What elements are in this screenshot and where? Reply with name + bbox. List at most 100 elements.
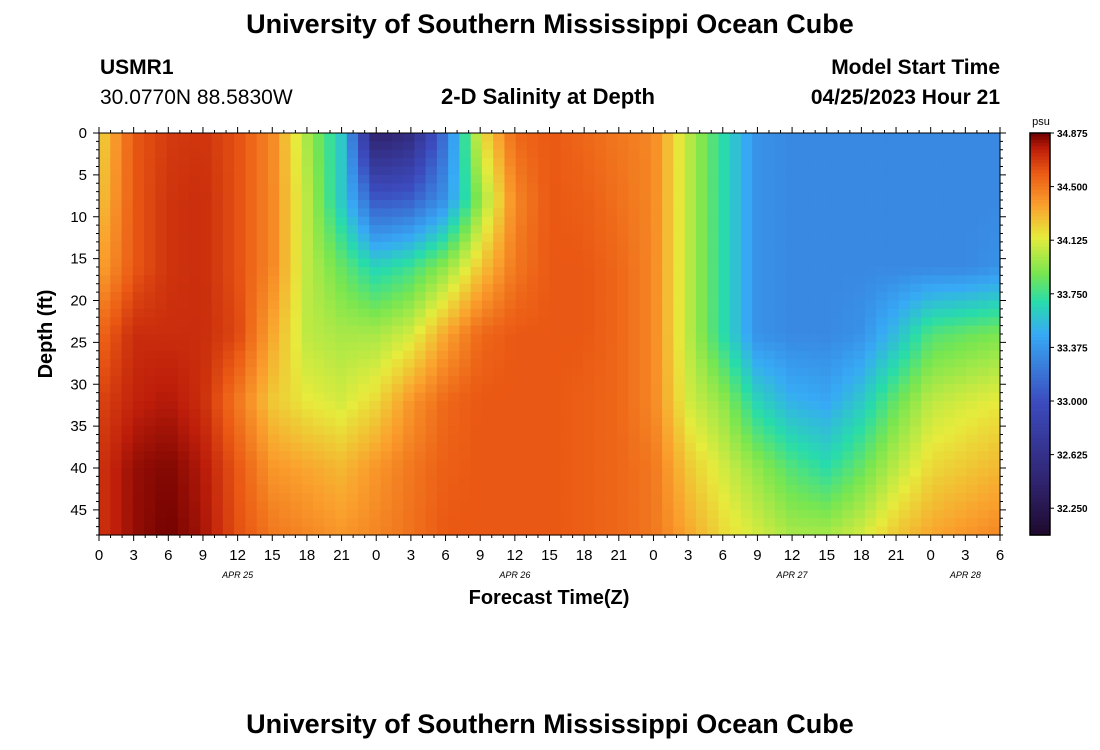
heatmap-cell [977, 476, 990, 486]
heatmap-cell [369, 283, 382, 293]
heatmap-cell [391, 158, 404, 168]
heatmap-cell [921, 375, 934, 385]
heatmap-cell [605, 191, 618, 201]
heatmap-cell [707, 325, 720, 335]
colorbar-segment [1030, 287, 1050, 292]
heatmap-cell [650, 501, 663, 511]
heatmap-cell [99, 417, 111, 427]
heatmap-cell [673, 183, 686, 193]
heatmap-cell [707, 392, 720, 402]
heatmap-cell [898, 526, 911, 536]
heatmap-cell [898, 158, 911, 168]
heatmap-cell [504, 158, 517, 168]
heatmap-cell [538, 526, 551, 536]
heatmap-cell [110, 350, 123, 360]
heatmap-cell [808, 409, 821, 419]
heatmap-cell [470, 334, 483, 343]
heatmap-cell [695, 258, 708, 268]
heatmap-cell [346, 384, 359, 394]
heatmap-cell [324, 275, 337, 285]
heatmap-cell [909, 334, 922, 343]
heatmap-cell [245, 191, 258, 201]
heatmap-cell [481, 459, 494, 469]
heatmap-cell [966, 342, 979, 352]
heatmap-cell [549, 317, 562, 327]
heatmap-cell [842, 359, 855, 369]
heatmap-cell [954, 325, 967, 335]
heatmap-cell [977, 267, 990, 276]
heatmap-cell [909, 468, 922, 477]
heatmap-cell [504, 149, 517, 159]
heatmap-cell [797, 200, 810, 209]
heatmap-cell [583, 442, 596, 452]
heatmap-cell [797, 451, 810, 461]
heatmap-cell [99, 258, 111, 268]
heatmap-cell [752, 250, 765, 260]
heatmap-cell [977, 350, 990, 360]
heatmap-cell [662, 166, 674, 176]
heatmap-cell [436, 526, 449, 536]
heatmap-cell [515, 484, 528, 494]
x-tick-label: 0 [649, 547, 657, 564]
heatmap-cell [166, 375, 179, 385]
heatmap-cell [279, 350, 292, 360]
heatmap-cell [222, 350, 235, 360]
heatmap-cell [279, 267, 292, 276]
heatmap-cell [594, 417, 607, 427]
heatmap-cell [245, 384, 258, 394]
heatmap-cell [774, 308, 787, 318]
heatmap-cell [583, 426, 596, 436]
heatmap-cell [267, 149, 280, 159]
heatmap-cell [481, 183, 494, 193]
heatmap-cell [819, 258, 832, 268]
heatmap-cell [538, 484, 551, 494]
heatmap-cell [155, 183, 168, 193]
heatmap-cell [335, 158, 348, 168]
heatmap-cell [155, 267, 168, 276]
heatmap-cell [290, 493, 303, 503]
heatmap-cell [898, 493, 911, 503]
heatmap-cell [898, 133, 911, 142]
heatmap-cell [898, 191, 911, 201]
heatmap-cell [684, 275, 697, 285]
heatmap-cell [414, 191, 427, 201]
heatmap-cell [189, 250, 201, 260]
colorbar-segment [1030, 183, 1050, 188]
heatmap-cell [358, 325, 370, 335]
heatmap-cell [245, 342, 258, 352]
heatmap-cell [560, 174, 573, 184]
heatmap-cell [403, 200, 415, 209]
heatmap-cell [887, 292, 900, 302]
heatmap-cell [639, 258, 652, 268]
colorbar-segment [1030, 531, 1050, 536]
heatmap-cell [369, 426, 382, 436]
heatmap-cell [842, 476, 855, 486]
heatmap-cell [988, 166, 1001, 176]
heatmap-cell [155, 484, 168, 494]
heatmap-cell [909, 392, 922, 402]
heatmap-cell [211, 325, 224, 335]
heatmap-cell [234, 334, 247, 343]
heatmap-cell [560, 241, 573, 251]
heatmap-cell [155, 367, 168, 377]
heatmap-cell [121, 283, 134, 293]
heatmap-cell [876, 325, 888, 335]
heatmap-cell [763, 392, 776, 402]
heatmap-cell [403, 392, 415, 402]
heatmap-cell [222, 300, 235, 310]
heatmap-cell [448, 200, 460, 209]
heatmap-cell [921, 501, 934, 511]
heatmap-cell [662, 241, 674, 251]
heatmap-cell [718, 300, 731, 310]
heatmap-cell [425, 451, 438, 461]
heatmap-cell [650, 208, 663, 218]
heatmap-cell [177, 141, 190, 151]
heatmap-cell [459, 208, 472, 218]
heatmap-cell [864, 426, 877, 436]
heatmap-cell [921, 384, 934, 394]
heatmap-cell [977, 493, 990, 503]
heatmap-cell [211, 375, 224, 385]
heatmap-cell [526, 509, 539, 519]
heatmap-cell [312, 225, 325, 235]
heatmap-cell [132, 451, 145, 461]
